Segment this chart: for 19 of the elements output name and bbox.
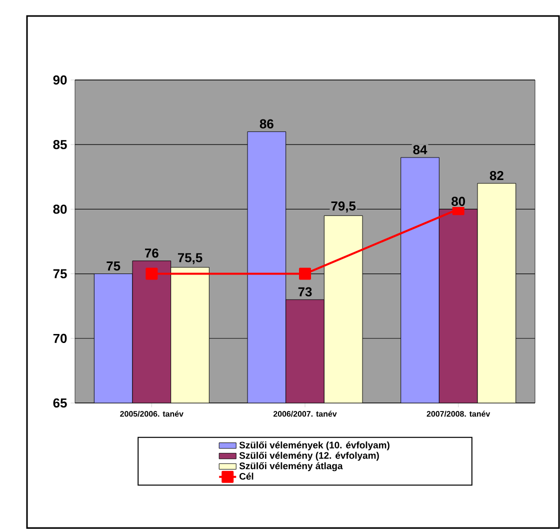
- data-label: 84: [413, 145, 428, 154]
- legend-label: Szülői vélemény (12. évfolyam): [239, 452, 379, 461]
- y-tick-label: 75: [53, 269, 67, 278]
- y-tick-label: 70: [53, 334, 67, 343]
- data-label: 86: [260, 119, 274, 128]
- y-tick-label: 80: [53, 204, 67, 214]
- y-tick-label: 85: [53, 140, 67, 150]
- legend-label: Cél: [240, 472, 254, 480]
- legend-label: Szülői vélemény átlaga: [239, 462, 343, 472]
- data-label: 76: [145, 248, 158, 258]
- data-label: 82: [490, 170, 504, 180]
- data-label: 73: [298, 287, 312, 296]
- data-label: 79,5: [331, 201, 356, 212]
- y-tick-label: 65: [53, 398, 67, 408]
- data-label: 75: [106, 262, 120, 271]
- legend-label: Szülői vélemények (10. évfolyam): [239, 441, 390, 450]
- data-label: 75,5: [178, 253, 202, 264]
- y-tick-label: 90: [53, 75, 67, 85]
- data-label: 80: [452, 196, 466, 206]
